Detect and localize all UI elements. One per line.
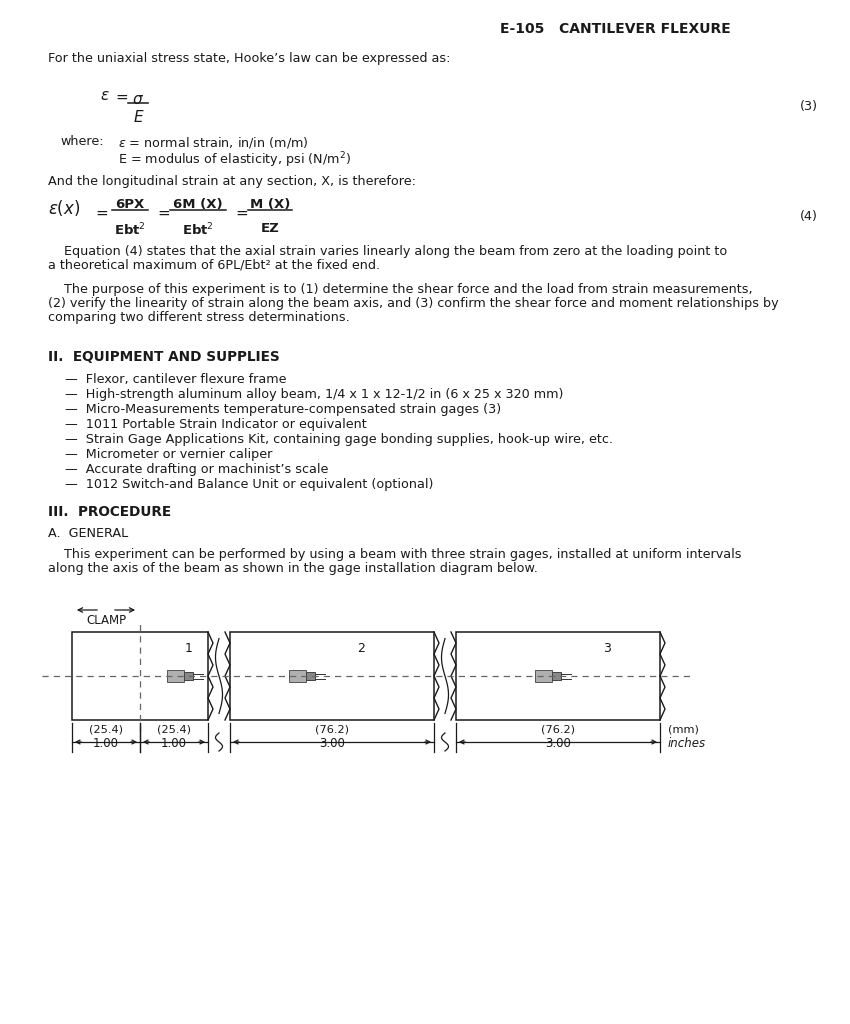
Text: =: = — [157, 206, 170, 221]
Text: 3.00: 3.00 — [545, 737, 571, 750]
Text: M (X): M (X) — [250, 198, 290, 211]
Text: 1: 1 — [185, 642, 193, 655]
Text: $\sigma$: $\sigma$ — [132, 92, 144, 106]
Text: 2: 2 — [357, 642, 365, 655]
Text: —  High-strength aluminum alloy beam, 1/4 x 1 x 12-1/2 in (6 x 25 x 320 mm): — High-strength aluminum alloy beam, 1/4… — [65, 388, 564, 401]
Text: Ebt$^2$: Ebt$^2$ — [114, 222, 146, 239]
Text: A.  GENERAL: A. GENERAL — [48, 527, 128, 540]
Text: (76.2): (76.2) — [541, 724, 575, 734]
Text: —  Micro-Measurements temperature-compensated strain gages (3): — Micro-Measurements temperature-compens… — [65, 403, 502, 416]
Text: (25.4): (25.4) — [89, 724, 123, 734]
Text: (4): (4) — [800, 210, 818, 223]
Text: inches: inches — [668, 737, 706, 750]
Text: This experiment can be performed by using a beam with three strain gages, instal: This experiment can be performed by usin… — [48, 548, 741, 561]
Text: E: E — [133, 110, 143, 125]
Text: $\epsilon$ = normal strain, in/in (m/m): $\epsilon$ = normal strain, in/in (m/m) — [118, 135, 309, 150]
Text: =: = — [115, 90, 128, 105]
Text: $\varepsilon(x)$: $\varepsilon(x)$ — [48, 198, 81, 218]
Text: $\epsilon$: $\epsilon$ — [100, 88, 110, 103]
Text: (3): (3) — [800, 100, 818, 113]
Text: 1.00: 1.00 — [93, 737, 119, 750]
Text: —  Strain Gage Applications Kit, containing gage bonding supplies, hook-up wire,: — Strain Gage Applications Kit, containi… — [65, 433, 613, 446]
Text: (76.2): (76.2) — [315, 724, 349, 734]
Text: 3: 3 — [603, 642, 611, 655]
Text: (mm): (mm) — [668, 724, 699, 734]
Text: CLAMP: CLAMP — [86, 614, 126, 627]
Text: comparing two different stress determinations.: comparing two different stress determina… — [48, 311, 349, 324]
Text: 3.00: 3.00 — [319, 737, 345, 750]
Text: 6PX: 6PX — [116, 198, 144, 211]
Text: where:: where: — [60, 135, 104, 148]
Text: (25.4): (25.4) — [157, 724, 191, 734]
Text: (2) verify the linearity of strain along the beam axis, and (3) confirm the shea: (2) verify the linearity of strain along… — [48, 297, 779, 310]
Text: —  Flexor, cantilever flexure frame: — Flexor, cantilever flexure frame — [65, 373, 286, 386]
Text: 6M (X): 6M (X) — [173, 198, 223, 211]
Text: II.  EQUIPMENT AND SUPPLIES: II. EQUIPMENT AND SUPPLIES — [48, 350, 280, 364]
Bar — [72, 632, 208, 720]
Bar — [552, 672, 561, 680]
Bar — [456, 632, 660, 720]
Text: Ebt$^2$: Ebt$^2$ — [182, 222, 214, 239]
Text: along the axis of the beam as shown in the gage installation diagram below.: along the axis of the beam as shown in t… — [48, 562, 538, 575]
Bar — [184, 672, 193, 680]
Text: The purpose of this experiment is to (1) determine the shear force and the load : The purpose of this experiment is to (1)… — [48, 283, 752, 296]
Text: =: = — [95, 206, 108, 221]
Text: EZ: EZ — [261, 222, 280, 234]
Text: =: = — [235, 206, 247, 221]
Text: E-105   CANTILEVER FLEXURE: E-105 CANTILEVER FLEXURE — [500, 22, 731, 36]
Bar — [167, 670, 184, 682]
Text: 1.00: 1.00 — [161, 737, 187, 750]
Text: III.  PROCEDURE: III. PROCEDURE — [48, 505, 171, 519]
Bar — [306, 672, 315, 680]
Text: —  Micrometer or vernier caliper: — Micrometer or vernier caliper — [65, 449, 272, 461]
Text: Equation (4) states that the axial strain varies linearly along the beam from ze: Equation (4) states that the axial strai… — [48, 245, 728, 258]
Text: —  1012 Switch-and Balance Unit or equivalent (optional): — 1012 Switch-and Balance Unit or equiva… — [65, 478, 434, 490]
Bar — [289, 670, 306, 682]
Text: —  1011 Portable Strain Indicator or equivalent: — 1011 Portable Strain Indicator or equi… — [65, 418, 366, 431]
Text: —  Accurate drafting or machinist’s scale: — Accurate drafting or machinist’s scale — [65, 463, 328, 476]
Text: a theoretical maximum of 6PL/Ebt² at the fixed end.: a theoretical maximum of 6PL/Ebt² at the… — [48, 259, 380, 272]
Text: And the longitudinal strain at any section, X, is therefore:: And the longitudinal strain at any secti… — [48, 175, 416, 188]
Bar — [535, 670, 552, 682]
Text: E = modulus of elasticity, psi (N/m$^2$): E = modulus of elasticity, psi (N/m$^2$) — [118, 150, 351, 170]
Bar — [230, 632, 434, 720]
Text: For the uniaxial stress state, Hooke’s law can be expressed as:: For the uniaxial stress state, Hooke’s l… — [48, 52, 451, 65]
